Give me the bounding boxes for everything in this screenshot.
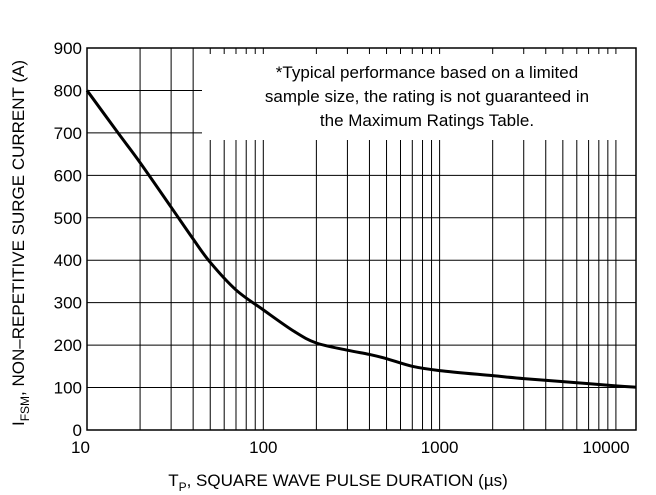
y-tick-label: 0 [73,421,82,440]
y-tick-label: 400 [54,251,82,270]
y-tick-label: 900 [54,39,82,58]
x-tick-label: 100 [249,438,277,457]
x-tick-label: 10000 [582,438,629,457]
x-axis-title: TP, SQUARE WAVE PULSE DURATION (µs) [168,471,508,494]
x-axis-title-subscript: P [179,480,187,494]
plot-frame [86,47,637,431]
y-tick-label: 100 [54,379,82,398]
x-tick-label: 10 [71,438,90,457]
surge-current-curve [85,89,637,389]
y-tick-label: 600 [54,166,82,185]
annotation-note: *Typical performance based on a limited s… [202,54,654,140]
y-tick-label: 700 [54,124,82,143]
y-axis-title: IFSM, NON–REPETITIVE SURGE CURRENT (A) [9,60,32,426]
y-tick-label: 200 [54,336,82,355]
y-tick-label: 500 [54,209,82,228]
x-tick-label: 1000 [421,438,459,457]
annotation-background [202,54,654,140]
y-tick-label: 800 [54,81,82,100]
y-axis-title-subscript: FSM [18,396,32,421]
data-series [85,89,637,389]
annotation-line: sample size, the rating is not guarantee… [265,87,589,106]
annotation-line: the Maximum Ratings Table. [320,111,534,130]
tick-labels: 0 100 200 300 400 500 600 700 800 900 10 100 1000 100… [54,39,630,457]
y-tick-label: 300 [54,294,82,313]
annotation-line: *Typical performance based on a limited [276,63,578,82]
